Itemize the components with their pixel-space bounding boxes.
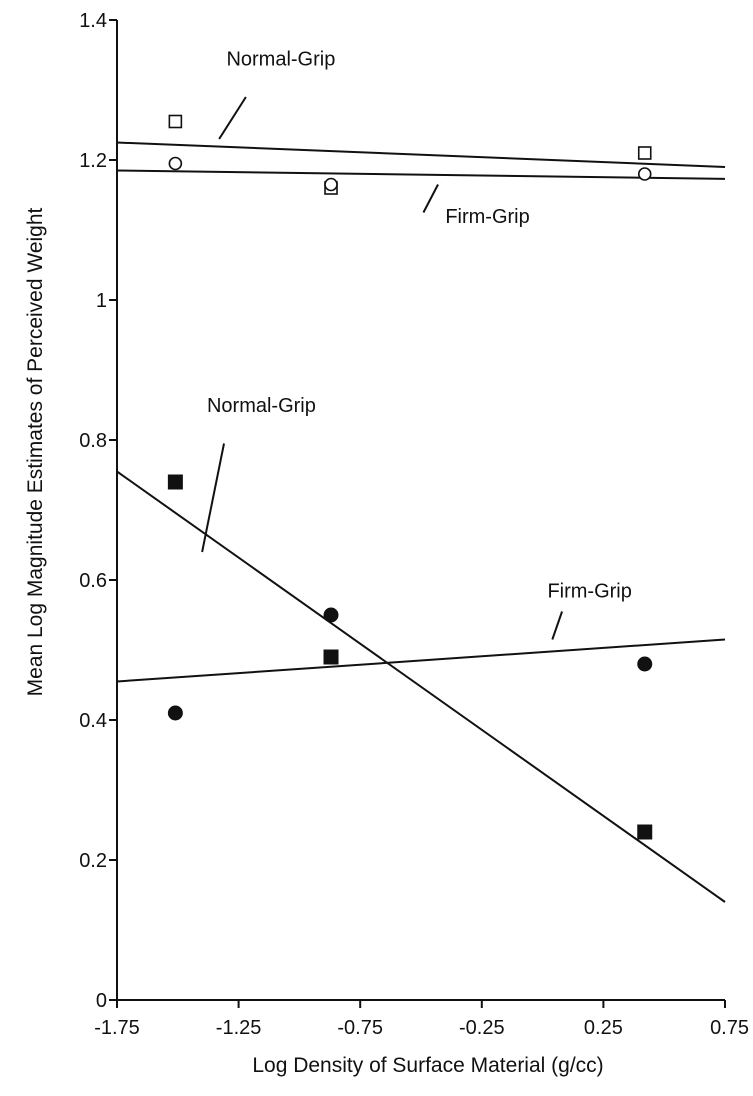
upper-normal-label: Normal-Grip (226, 49, 335, 71)
lower-normal-point (637, 824, 653, 840)
upper-firm-point (324, 177, 338, 192)
y-tick-label: 0 (96, 990, 107, 1012)
y-tick-label: 0.6 (79, 570, 107, 592)
upper-normal-point (637, 146, 652, 160)
y-tick-label: 0.2 (79, 850, 107, 872)
x-tick-label: -1.25 (216, 1017, 262, 1039)
lower-firm-fit-line (116, 638, 726, 683)
lower-firm-point (323, 607, 339, 623)
lower-firm-point (637, 656, 653, 672)
y-tick-label: 1 (96, 290, 107, 312)
lower-normal-point (323, 649, 339, 665)
upper-normal-fit-line (116, 141, 726, 168)
upper-firm-leader-line (422, 184, 439, 213)
y-tick-label: 1.2 (79, 150, 107, 172)
upper-firm-point (637, 167, 652, 181)
lower-normal-leader-line (201, 443, 225, 553)
upper-normal-leader-line (218, 96, 247, 140)
y-tick-label: 0.4 (79, 710, 107, 732)
x-tick-label: 0.25 (584, 1017, 623, 1039)
lower-normal-fit-line (116, 470, 726, 903)
lower-firm-point (167, 705, 183, 721)
data-points-group (167, 114, 653, 840)
upper-firm-label: Firm-Grip (445, 206, 529, 228)
y-tick-label: 1.4 (79, 10, 107, 32)
y-axis-title: Mean Log Magnitude Estimates of Perceive… (24, 207, 47, 696)
lower-firm-leader-line (551, 611, 564, 640)
x-tick-label: -0.25 (459, 1017, 505, 1039)
x-tick-label: -1.75 (94, 1017, 140, 1039)
x-tick-label: 0.75 (710, 1017, 749, 1039)
y-tick-label: 0.8 (79, 430, 107, 452)
axes-group: 0 0.2 0.4 0.6 0.8 1 1.2 1.4 -1.75 -1.25 -0.75 -0.25… (79, 10, 749, 1039)
lower-firm-label: Firm-Grip (547, 581, 631, 603)
x-tick-label: -0.75 (337, 1017, 383, 1039)
upper-normal-point (168, 114, 183, 129)
lower-normal-point (167, 474, 183, 490)
lower-normal-label: Normal-Grip (207, 395, 316, 417)
x-axis-title: Log Density of Surface Material (g/cc) (252, 1054, 603, 1077)
upper-firm-point (168, 156, 183, 171)
annotations-group: Normal-Grip Firm-Grip Normal-Grip Firm-Grip (201, 49, 632, 640)
upper-firm-fit-line (116, 169, 726, 180)
fit-lines-group (116, 141, 726, 903)
